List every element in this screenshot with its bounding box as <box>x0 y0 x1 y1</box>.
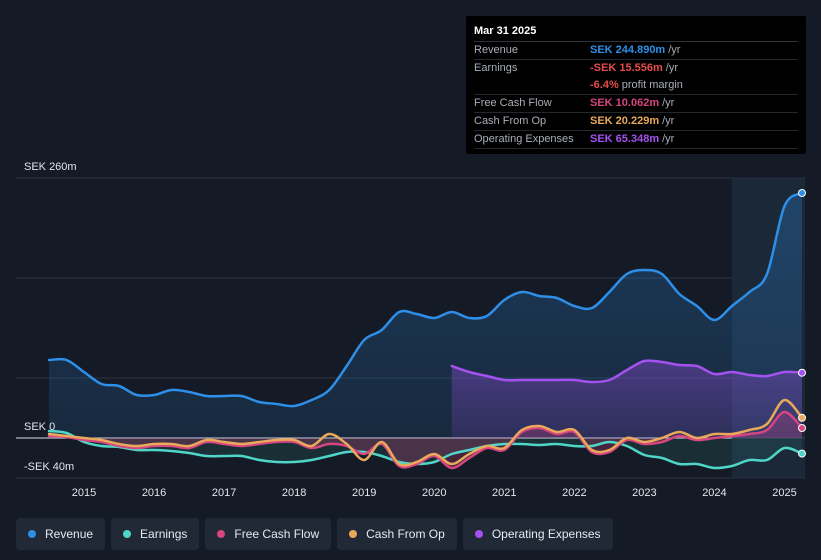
free-cash-flow-endpoint <box>798 424 806 432</box>
tooltip-row-unit: /yr <box>665 62 678 74</box>
operating-expenses-area <box>451 360 802 438</box>
legend-item[interactable]: Earnings <box>111 518 200 550</box>
legend-dot-icon <box>474 530 483 538</box>
x-tick-label: 2025 <box>772 487 796 499</box>
tooltip-row-label: Revenue <box>474 44 519 56</box>
tooltip-row-label <box>474 77 590 94</box>
tooltip-row: -6.4% profit margin <box>474 77 798 95</box>
tooltip-row-value: SEK 20.229m <box>590 115 660 127</box>
tooltip-date: Mar 31 2025 <box>474 23 798 42</box>
tooltip-row: Revenue SEK 244.890m/yr <box>474 42 798 60</box>
tooltip-row-unit: /yr <box>662 97 675 109</box>
legend-label: Earnings <box>140 527 188 541</box>
legend-dot-icon <box>349 530 358 538</box>
chart-canvas: 2015 2016 2017 2018 2019 2020 2021 2022 2023 2024… <box>16 161 806 499</box>
x-tick-label: 2021 <box>492 487 516 499</box>
legend-label: Free Cash Flow <box>234 527 320 541</box>
y-label-bottom: -SEK 40m <box>24 461 74 473</box>
free-cash-flow-area <box>49 411 802 469</box>
x-tick-label: 2022 <box>562 487 586 499</box>
x-axis: 2015 2016 2017 2018 2019 2020 2021 2022 2023 2024… <box>72 487 797 499</box>
legend-dot-icon <box>123 530 132 538</box>
tooltip-row-unit: profit margin <box>621 79 683 91</box>
cash-from-op-endpoint <box>798 413 806 422</box>
tooltip-row-unit: /yr <box>668 44 681 56</box>
x-tick-label: 2016 <box>142 487 166 499</box>
x-tick-label: 2017 <box>212 487 236 499</box>
tooltip-row-value: SEK 244.890m <box>590 44 666 56</box>
x-tick-label: 2015 <box>72 487 96 499</box>
revenue-endpoint <box>798 189 806 197</box>
legend-item[interactable]: Revenue <box>16 518 106 550</box>
tooltip-row: Operating Expenses SEK 65.348m/yr <box>474 131 798 149</box>
series-areas <box>49 193 802 469</box>
legend-item[interactable]: Free Cash Flow <box>205 518 332 550</box>
tooltip-row: Earnings -SEK 15.556m/yr <box>474 60 798 77</box>
y-label-top: SEK 260m <box>24 161 77 173</box>
tooltip-row-label: Earnings <box>474 62 518 74</box>
x-tick-label: 2020 <box>422 487 446 499</box>
cash-from-op-line <box>47 398 804 467</box>
tooltip-row-label: Free Cash Flow <box>474 97 552 109</box>
series-lines <box>47 191 804 470</box>
earnings-line <box>47 429 804 470</box>
tooltip-row: Cash From Op SEK 20.229m/yr <box>474 113 798 131</box>
operating-expenses-line <box>450 359 804 384</box>
tooltip-row-unit: /yr <box>662 133 675 145</box>
chart-legend: Revenue Earnings Free Cash Flow Cash From O… <box>16 518 619 550</box>
tooltip-row-value: SEK 10.062m <box>590 97 660 109</box>
tooltip-row-value: -6.4% <box>590 79 619 91</box>
legend-label: Cash From Op <box>366 527 445 541</box>
data-tooltip: Mar 31 2025 Revenue SEK 244.890m/yr Earnin… <box>466 16 806 154</box>
revenue-line <box>47 191 804 408</box>
tooltip-rows: Revenue SEK 244.890m/yr Earnings -SEK 15.55… <box>474 42 798 149</box>
tooltip-row-label: Cash From Op <box>474 115 547 127</box>
legend-dot-icon <box>217 530 226 538</box>
series-endpoints <box>798 189 806 458</box>
y-label-zero: SEK 0 <box>24 421 55 433</box>
legend-label: Revenue <box>45 527 94 541</box>
operating-expenses-endpoint <box>798 368 806 377</box>
x-tick-label: 2023 <box>632 487 656 499</box>
x-tick-label: 2024 <box>702 487 726 499</box>
x-tick-label: 2018 <box>282 487 306 499</box>
legend-dot-icon <box>28 530 36 538</box>
x-tick-label: 2019 <box>352 487 376 499</box>
tooltip-row-unit: /yr <box>662 115 675 127</box>
earnings-area <box>49 431 802 469</box>
tooltip-row-value: -SEK 15.556m <box>590 62 663 74</box>
tooltip-row: Free Cash Flow SEK 10.062m/yr <box>474 95 798 113</box>
legend-item[interactable]: Operating Expenses <box>462 518 613 550</box>
legend-item[interactable]: Cash From Op <box>337 518 457 550</box>
earnings-endpoint <box>798 449 806 458</box>
legend-label: Operating Expenses <box>491 527 601 541</box>
free-cash-flow-line <box>47 410 804 470</box>
tooltip-row-value: SEK 65.348m <box>590 133 660 145</box>
tooltip-row-label: Operating Expenses <box>474 133 574 145</box>
